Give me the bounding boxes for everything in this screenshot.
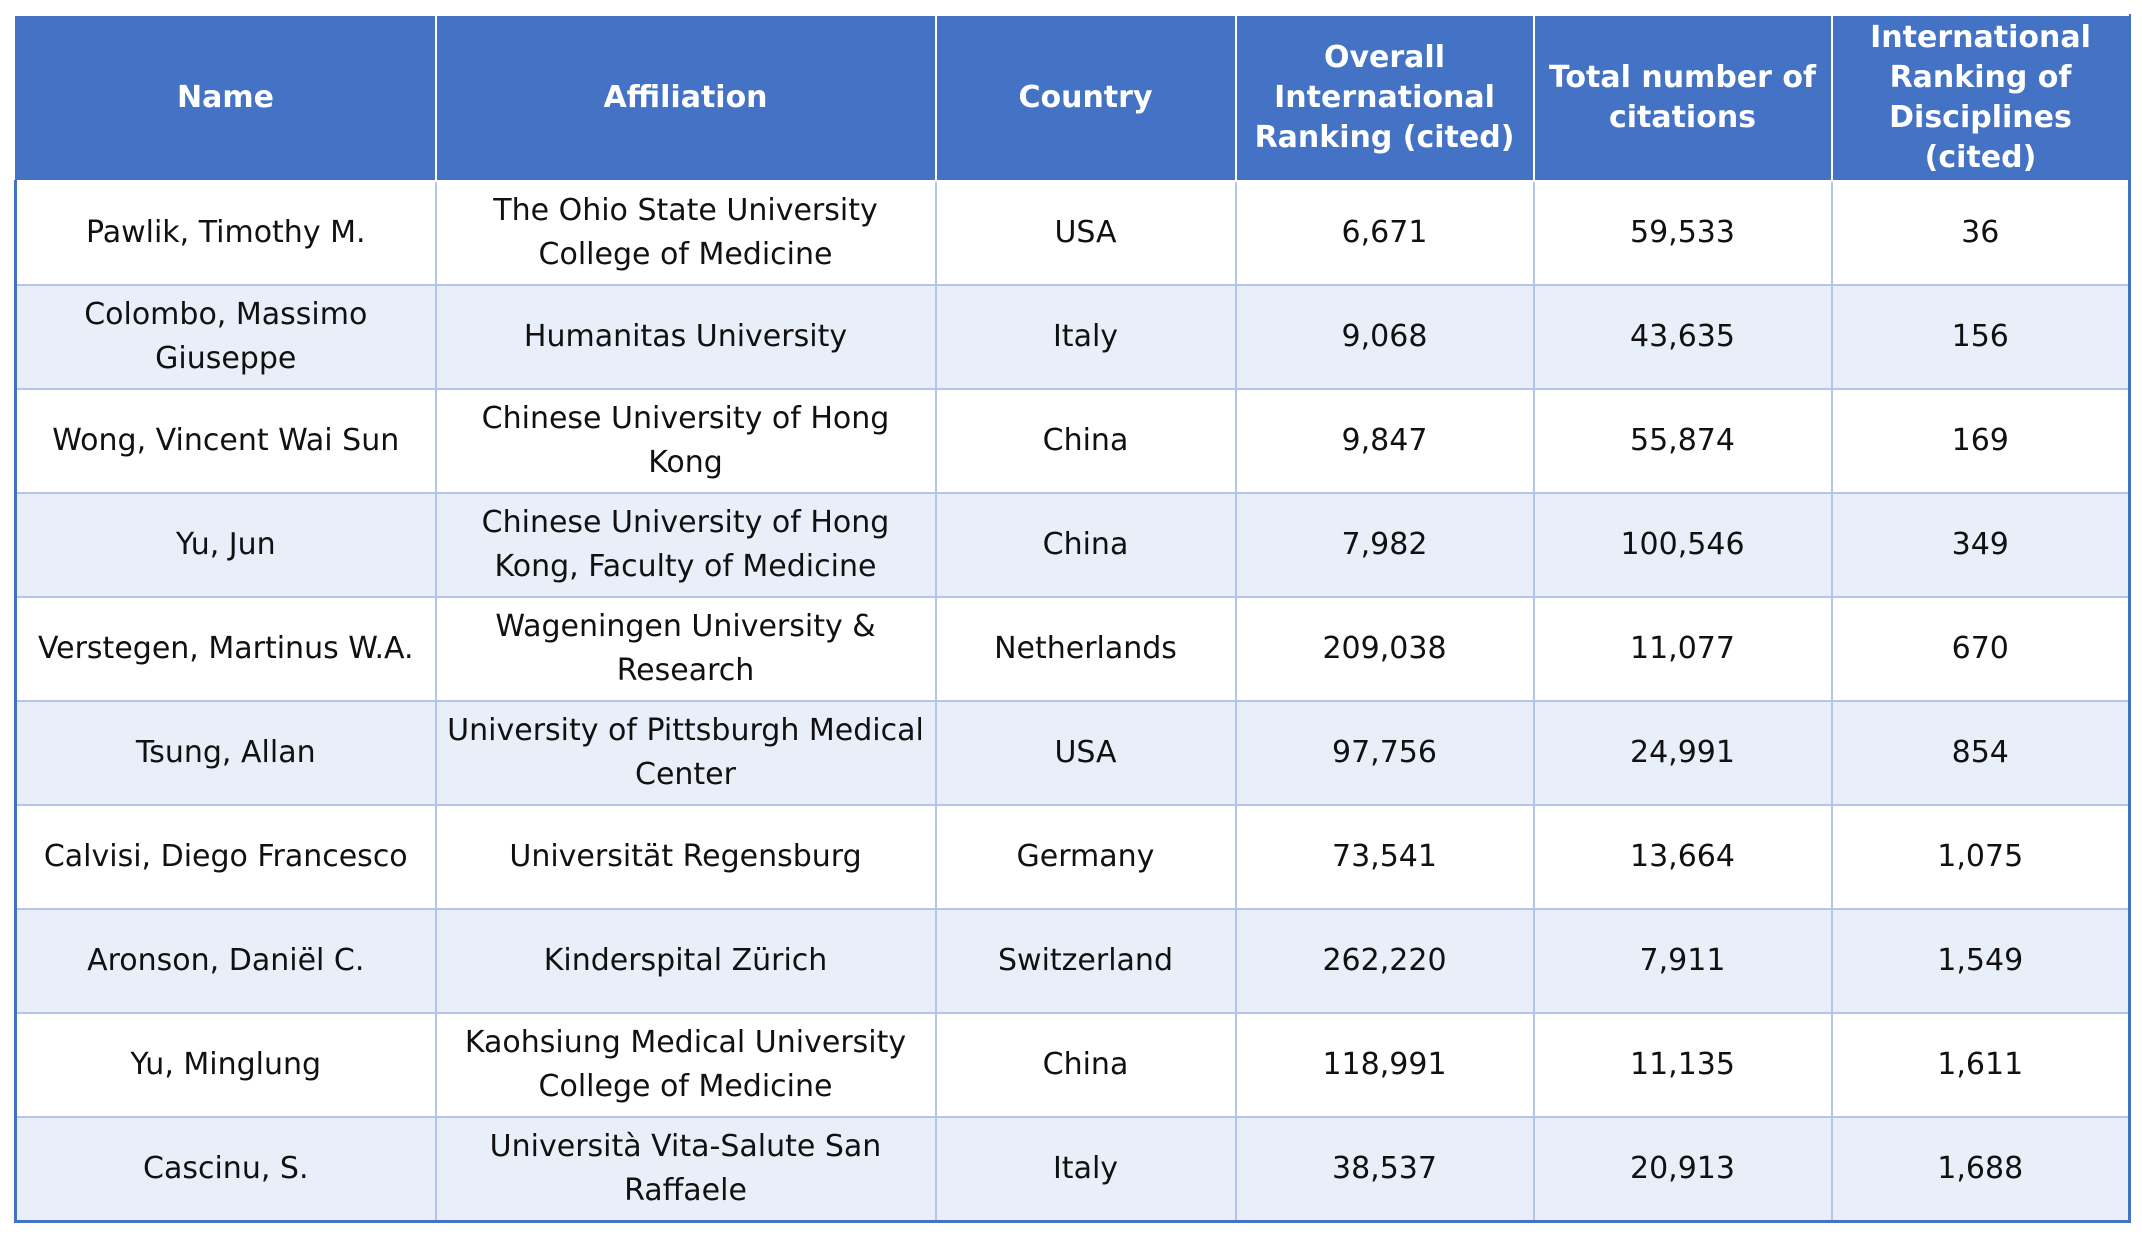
header-row: Name Affiliation Country Overall Interna… [14, 14, 2131, 182]
cell-affiliation: Università Vita-Salute San Raffaele [434, 1116, 937, 1223]
table-header: Name Affiliation Country Overall Interna… [14, 14, 2131, 182]
table-row: Yu, Minglung Kaohsiung Medical University… [14, 1012, 2131, 1118]
researchers-table: Name Affiliation Country Overall Interna… [14, 14, 2131, 1223]
header-overall-ranking: Overall International Ranking (cited) [1234, 14, 1535, 182]
cell-total-citations: 59,533 [1532, 180, 1833, 286]
header-affiliation: Affiliation [434, 14, 937, 182]
table-row: Verstegen, Martinus W.A. Wageningen Unive… [14, 596, 2131, 702]
cell-discipline-ranking: 1,688 [1830, 1116, 2131, 1223]
header-name: Name [14, 14, 437, 182]
cell-country: USA [934, 180, 1237, 286]
cell-total-citations: 24,991 [1532, 700, 1833, 806]
cell-discipline-ranking: 1,549 [1830, 908, 2131, 1014]
cell-total-citations: 11,077 [1532, 596, 1833, 702]
cell-overall-ranking: 209,038 [1234, 596, 1535, 702]
table-row: Pawlik, Timothy M. The Ohio State Univers… [14, 180, 2131, 286]
cell-country: Switzerland [934, 908, 1237, 1014]
data-table-container: Name Affiliation Country Overall Interna… [14, 14, 2131, 1223]
cell-total-citations: 55,874 [1532, 388, 1833, 494]
cell-country: Germany [934, 804, 1237, 910]
cell-country: China [934, 1012, 1237, 1118]
cell-name: Colombo, Massimo Giuseppe [14, 284, 437, 390]
cell-total-citations: 13,664 [1532, 804, 1833, 910]
cell-total-citations: 43,635 [1532, 284, 1833, 390]
cell-overall-ranking: 73,541 [1234, 804, 1535, 910]
cell-name: Cascinu, S. [14, 1116, 437, 1223]
cell-affiliation: University of Pittsburgh Medical Center [434, 700, 937, 806]
cell-country: China [934, 492, 1237, 598]
cell-discipline-ranking: 1,611 [1830, 1012, 2131, 1118]
cell-discipline-ranking: 156 [1830, 284, 2131, 390]
table-row: Cascinu, S. Università Vita-Salute San Ra… [14, 1116, 2131, 1223]
cell-total-citations: 7,911 [1532, 908, 1833, 1014]
table-row: Yu, Jun Chinese University of Hong Kong, … [14, 492, 2131, 598]
cell-discipline-ranking: 670 [1830, 596, 2131, 702]
cell-overall-ranking: 38,537 [1234, 1116, 1535, 1223]
table-row: Aronson, Daniël C. Kinderspital Zürich Swi… [14, 908, 2131, 1014]
cell-name: Wong, Vincent Wai Sun [14, 388, 437, 494]
cell-country: China [934, 388, 1237, 494]
cell-overall-ranking: 7,982 [1234, 492, 1535, 598]
table-body: Pawlik, Timothy M. The Ohio State Univers… [14, 180, 2131, 1223]
header-total-citations: Total number of citations [1532, 14, 1833, 182]
table-row: Tsung, Allan University of Pittsburgh Med… [14, 700, 2131, 806]
cell-discipline-ranking: 1,075 [1830, 804, 2131, 910]
cell-affiliation: Wageningen University & Research [434, 596, 937, 702]
header-discipline-ranking: International Ranking of Disciplines (ci… [1830, 14, 2131, 182]
cell-discipline-ranking: 169 [1830, 388, 2131, 494]
cell-affiliation: Chinese University of Hong Kong, Faculty… [434, 492, 937, 598]
cell-total-citations: 11,135 [1532, 1012, 1833, 1118]
table-row: Wong, Vincent Wai Sun Chinese University … [14, 388, 2131, 494]
cell-name: Yu, Jun [14, 492, 437, 598]
cell-name: Yu, Minglung [14, 1012, 437, 1118]
table-row: Calvisi, Diego Francesco Universität Rege… [14, 804, 2131, 910]
cell-name: Tsung, Allan [14, 700, 437, 806]
cell-discipline-ranking: 349 [1830, 492, 2131, 598]
cell-total-citations: 100,546 [1532, 492, 1833, 598]
cell-total-citations: 20,913 [1532, 1116, 1833, 1223]
cell-affiliation: Kinderspital Zürich [434, 908, 937, 1014]
cell-affiliation: The Ohio State University College of Med… [434, 180, 937, 286]
cell-overall-ranking: 9,068 [1234, 284, 1535, 390]
cell-affiliation: Chinese University of Hong Kong [434, 388, 937, 494]
cell-affiliation: Humanitas University [434, 284, 937, 390]
cell-country: Italy [934, 284, 1237, 390]
header-country: Country [934, 14, 1237, 182]
cell-country: USA [934, 700, 1237, 806]
cell-overall-ranking: 6,671 [1234, 180, 1535, 286]
cell-discipline-ranking: 854 [1830, 700, 2131, 806]
cell-overall-ranking: 9,847 [1234, 388, 1535, 494]
cell-discipline-ranking: 36 [1830, 180, 2131, 286]
table-row: Colombo, Massimo Giuseppe Humanitas Unive… [14, 284, 2131, 390]
cell-country: Italy [934, 1116, 1237, 1223]
cell-overall-ranking: 97,756 [1234, 700, 1535, 806]
cell-overall-ranking: 262,220 [1234, 908, 1535, 1014]
cell-name: Pawlik, Timothy M. [14, 180, 437, 286]
cell-affiliation: Universität Regensburg [434, 804, 937, 910]
cell-country: Netherlands [934, 596, 1237, 702]
cell-overall-ranking: 118,991 [1234, 1012, 1535, 1118]
cell-affiliation: Kaohsiung Medical University College of … [434, 1012, 937, 1118]
cell-name: Calvisi, Diego Francesco [14, 804, 437, 910]
cell-name: Aronson, Daniël C. [14, 908, 437, 1014]
cell-name: Verstegen, Martinus W.A. [14, 596, 437, 702]
